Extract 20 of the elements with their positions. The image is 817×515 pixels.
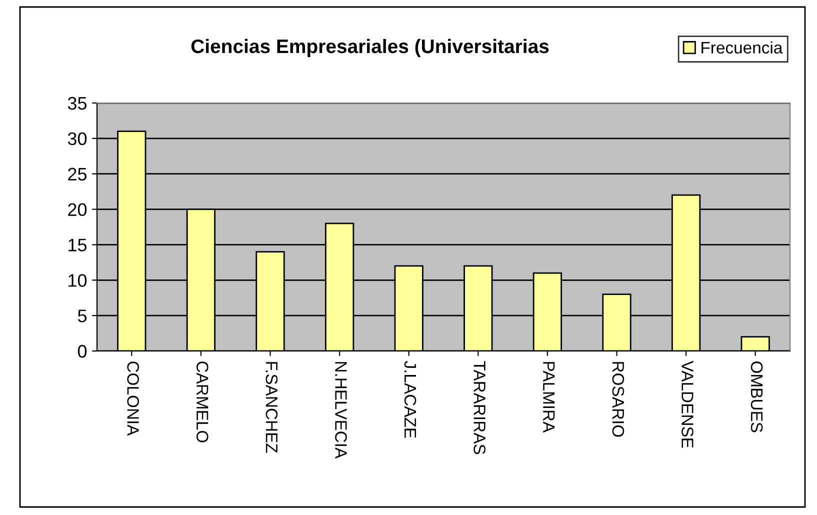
- x-tick-label: N.HELVECIA: [335, 362, 347, 459]
- x-tick-label: F.SANCHEZ: [266, 362, 278, 453]
- x-tick-label: ROSARIO: [612, 362, 624, 437]
- x-tick-label: PALMIRA: [543, 362, 555, 433]
- x-tick-label: VALDENSE: [682, 360, 694, 448]
- chart-title: Ciencias Empresariales (Universitarias: [191, 38, 549, 58]
- y-tick-label: 15: [68, 238, 87, 252]
- y-tick-label: 0: [78, 344, 87, 358]
- y-tick-label: 30: [68, 132, 87, 146]
- legend-label: Frecuencia: [702, 41, 783, 54]
- x-tick-label: TARARIRAS: [474, 361, 486, 454]
- y-tick-label: 25: [68, 168, 87, 181]
- x-tick-label: COLONIA: [127, 362, 139, 436]
- x-tick-label: OMBUES: [750, 362, 763, 432]
- y-tick-label: 10: [68, 274, 87, 287]
- y-tick-label: 20: [68, 203, 87, 216]
- y-tick-label: 5: [78, 310, 87, 322]
- x-tick-label: J.LACAZE: [404, 360, 416, 438]
- x-tick-label: CARMELO: [196, 362, 208, 442]
- y-tick-label: 35: [68, 96, 87, 110]
